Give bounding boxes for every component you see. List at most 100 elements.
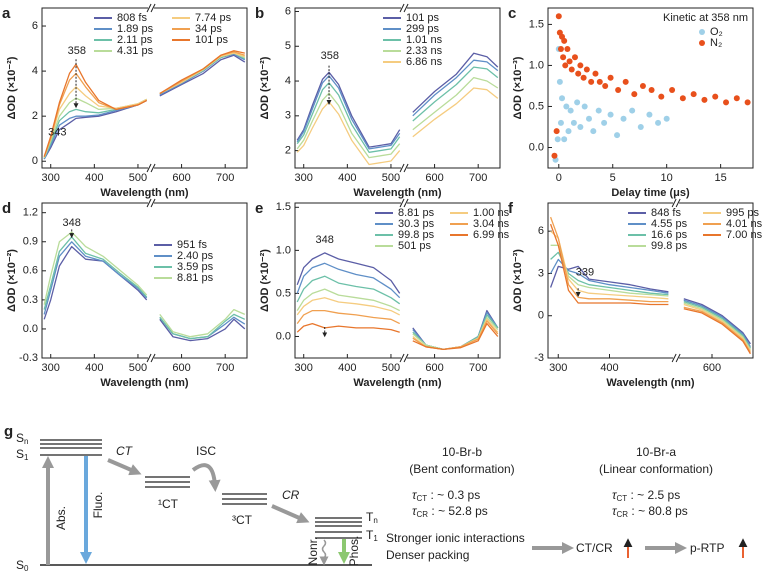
x-axis-title: Wavelength (nm) bbox=[353, 187, 442, 199]
axis-break bbox=[146, 353, 152, 363]
plot-area bbox=[549, 216, 751, 355]
data-point bbox=[723, 99, 730, 106]
legend-label: 34 ps bbox=[195, 23, 222, 35]
y-axis-title: ΔOD (×10⁻³) bbox=[512, 56, 524, 119]
data-point bbox=[560, 54, 567, 61]
data-point bbox=[577, 123, 584, 130]
y-tick-label: 6 bbox=[32, 20, 38, 32]
data-point bbox=[577, 62, 584, 69]
y-axis-title: ΔOD (×10⁻³) bbox=[512, 249, 524, 312]
data-point bbox=[555, 13, 562, 20]
x-tick-label: 400 bbox=[338, 172, 356, 184]
data-point bbox=[592, 70, 599, 77]
x-tick-label: 5 bbox=[610, 172, 616, 184]
data-point bbox=[663, 115, 670, 122]
x-tick-label: 0 bbox=[556, 172, 562, 184]
abs-label: Abs. bbox=[54, 506, 68, 530]
data-point bbox=[553, 128, 560, 135]
legend-label: 1.00 ns bbox=[473, 207, 510, 219]
axis-break bbox=[671, 353, 677, 363]
x-tick-label: 500 bbox=[129, 362, 147, 374]
legend-label: 6.86 ns bbox=[406, 56, 443, 68]
data-point bbox=[637, 123, 644, 130]
isc-label: ISC bbox=[196, 444, 216, 458]
spectrum-line bbox=[549, 265, 751, 345]
axis-break bbox=[403, 3, 409, 13]
x-axis-title: Wavelength (nm) bbox=[100, 187, 189, 199]
y-tick-label: 2 bbox=[32, 110, 38, 122]
x-axis-title: Wavelength (nm) bbox=[606, 377, 695, 389]
legend-label: N₂ bbox=[710, 37, 722, 49]
y-tick-label: 0 bbox=[538, 310, 544, 322]
phos-label: Phos. bbox=[347, 536, 361, 567]
legend-label: 2.40 ps bbox=[177, 250, 214, 262]
data-point bbox=[669, 87, 676, 94]
data-point bbox=[631, 91, 638, 98]
plot-area bbox=[296, 52, 499, 166]
plot-area bbox=[296, 252, 499, 351]
data-point bbox=[648, 87, 655, 94]
panel-label: g bbox=[4, 423, 13, 440]
spectrum-line bbox=[296, 309, 499, 351]
plot-frame bbox=[294, 7, 501, 169]
spectrum-line bbox=[296, 87, 499, 166]
spectrum-line bbox=[296, 297, 499, 351]
axis-break-gap bbox=[401, 356, 408, 360]
data-point bbox=[744, 99, 751, 106]
legend-label: 2.33 ns bbox=[406, 45, 443, 57]
y-tick-label: 0 bbox=[32, 155, 38, 167]
annotation: 348 bbox=[63, 217, 81, 229]
data-point bbox=[564, 46, 571, 53]
cr-label: CR bbox=[282, 488, 300, 502]
panel: d 300 400 500 600 700 -0.3 0.0 0.3 0.6 0.9 1.2 Wavel… bbox=[2, 198, 248, 389]
data-point bbox=[565, 128, 572, 135]
y-axis-title: ΔOD (×10⁻²) bbox=[259, 56, 271, 119]
legend-label: 1.89 ps bbox=[117, 23, 154, 35]
spectrum-line bbox=[43, 245, 246, 342]
legend-label: 8.81 ps bbox=[177, 272, 214, 284]
legend-marker bbox=[699, 29, 705, 35]
spectrum-line bbox=[43, 231, 246, 338]
y-tick-label: 1.2 bbox=[23, 207, 38, 219]
spectrum-line bbox=[43, 241, 246, 340]
x-tick-label: 600 bbox=[703, 362, 721, 374]
data-point bbox=[559, 95, 566, 102]
data-point bbox=[557, 119, 564, 126]
data-point bbox=[570, 119, 577, 126]
data-point bbox=[639, 82, 646, 89]
spectrum-line bbox=[296, 59, 499, 150]
data-point bbox=[568, 66, 575, 73]
axis-break-gap bbox=[673, 356, 680, 360]
legend-label: 501 ps bbox=[398, 240, 432, 252]
data-point bbox=[622, 78, 629, 85]
data-point bbox=[581, 103, 588, 110]
data-point bbox=[658, 93, 665, 100]
axis-break-gap bbox=[148, 6, 155, 10]
legend-marker bbox=[699, 40, 705, 46]
data-point bbox=[595, 107, 602, 114]
y-tick-label: 1.0 bbox=[276, 244, 291, 256]
y-tick-label: 2 bbox=[285, 145, 291, 157]
axis-break bbox=[146, 163, 152, 173]
spectrum-line bbox=[296, 275, 499, 351]
legend-label: O₂ bbox=[710, 26, 723, 38]
panel-label: b bbox=[255, 5, 264, 22]
levels bbox=[40, 439, 372, 566]
axis-break-gap bbox=[401, 201, 408, 205]
x-tick-label: 300 bbox=[42, 172, 60, 184]
time-constant: τCR : ~ 52.8 ps bbox=[412, 504, 488, 519]
x-tick-label: 300 bbox=[42, 362, 60, 374]
y-tick-label: 0.0 bbox=[529, 141, 544, 153]
x-axis-title: Delay time (μs) bbox=[611, 187, 690, 199]
legend-label: 99.8 ps bbox=[651, 240, 688, 252]
axis-break bbox=[675, 198, 681, 208]
data-point bbox=[580, 74, 587, 81]
state-label: ³CT bbox=[232, 513, 253, 527]
legend-label: 951 fs bbox=[177, 239, 207, 251]
data-point bbox=[586, 115, 592, 122]
axis-break-gap bbox=[148, 166, 155, 170]
x-tick-label: 500 bbox=[382, 362, 400, 374]
y-axis-title: ΔOD (×10⁻²) bbox=[6, 56, 18, 119]
data-point bbox=[574, 99, 581, 106]
compound-name: 10-Br-a bbox=[636, 445, 676, 459]
